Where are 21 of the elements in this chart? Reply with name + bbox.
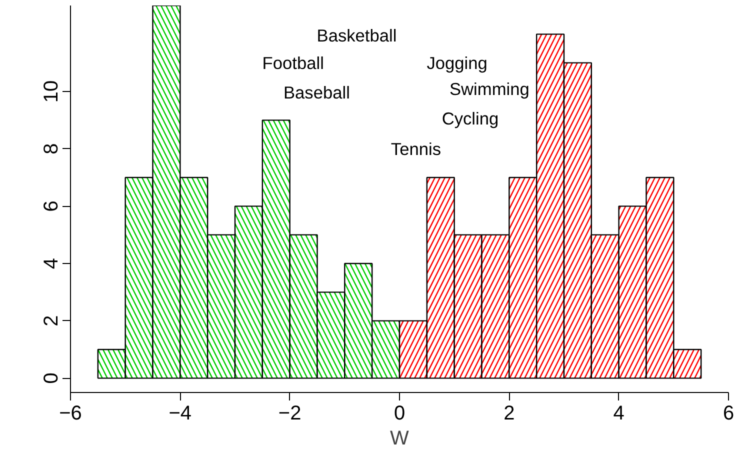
annotation: Basketball — [316, 25, 397, 46]
x-tick-label: 0 — [394, 402, 406, 424]
annotation: Football — [262, 52, 324, 73]
y-tick-label: 6 — [40, 200, 62, 212]
y-tick-label: 8 — [40, 143, 62, 154]
x-tick-label: 6 — [722, 402, 734, 424]
annotation: Tennis — [390, 138, 442, 159]
annotation: Baseball — [283, 82, 350, 103]
x-tick-label: 2 — [504, 402, 515, 424]
x-tick-label: −6 — [59, 402, 82, 424]
annotation: Jogging — [426, 52, 488, 73]
x-tick-label: −2 — [278, 402, 302, 424]
annotation: Swimming — [449, 79, 530, 100]
y-tick-label: 10 — [40, 80, 62, 103]
annotation: Cycling — [442, 108, 499, 128]
y-tick-label: 4 — [40, 258, 62, 270]
y-tick-label: 0 — [40, 372, 62, 384]
x-axis-title: W — [390, 428, 410, 450]
x-tick-label: 4 — [613, 402, 624, 424]
y-tick-label: 2 — [40, 315, 62, 326]
x-tick-label: −4 — [168, 402, 192, 424]
